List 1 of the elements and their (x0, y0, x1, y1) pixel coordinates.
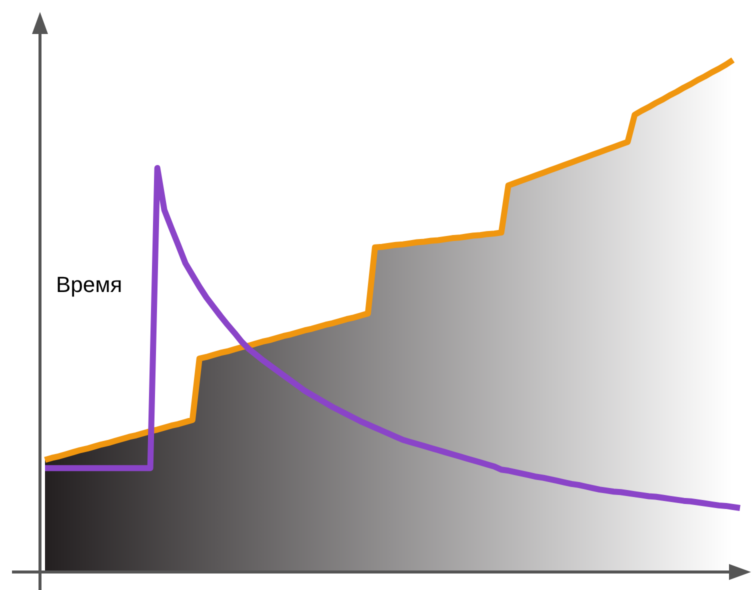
annotation: Время (56, 272, 122, 297)
